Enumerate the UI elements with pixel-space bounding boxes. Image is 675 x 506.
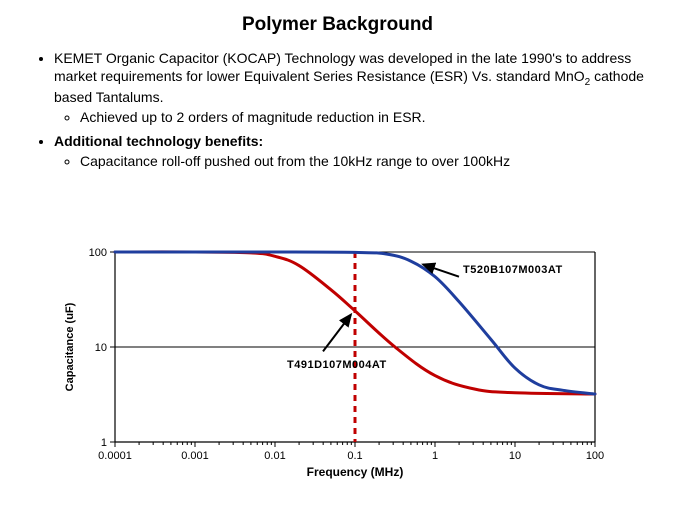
capacitance-chart: 0.0001 0.001 0.01 0.1 1 10 100 1 10 100 T491D107M0…	[55, 242, 615, 492]
bullet-1-text: KEMET Organic Capacitor (KOCAP) Technolo…	[54, 50, 631, 84]
bullet-2-text: Additional technology benefits:	[54, 133, 263, 149]
bullet-1a: Achieved up to 2 orders of magnitude red…	[80, 109, 645, 127]
svg-text:0.1: 0.1	[347, 450, 362, 462]
svg-text:0.01: 0.01	[264, 450, 285, 462]
bullet-2-sublist: Capacitance roll-off pushed out from the…	[58, 153, 645, 171]
slide: Polymer Background KEMET Organic Capacit…	[0, 0, 675, 506]
svg-text:T520B107M003AT: T520B107M003AT	[463, 264, 563, 276]
svg-text:1: 1	[432, 450, 438, 462]
svg-text:Capacitance (uF): Capacitance (uF)	[64, 302, 76, 391]
svg-text:100: 100	[586, 450, 604, 462]
svg-text:10: 10	[95, 342, 107, 354]
bullet-list: KEMET Organic Capacitor (KOCAP) Technolo…	[36, 50, 645, 171]
svg-text:T491D107M004AT: T491D107M004AT	[287, 359, 387, 371]
chart-svg: 0.0001 0.001 0.01 0.1 1 10 100 1 10 100 T491D107M0…	[55, 242, 615, 492]
svg-text:0.001: 0.001	[181, 450, 209, 462]
bullet-1-sublist: Achieved up to 2 orders of magnitude red…	[58, 109, 645, 127]
svg-text:Frequency (MHz): Frequency (MHz)	[307, 465, 404, 479]
page-title: Polymer Background	[30, 14, 645, 36]
svg-text:100: 100	[89, 247, 107, 259]
bullet-1: KEMET Organic Capacitor (KOCAP) Technolo…	[54, 50, 645, 127]
bullet-2a: Capacitance roll-off pushed out from the…	[80, 153, 645, 171]
bullet-2: Additional technology benefits: Capacita…	[54, 133, 645, 171]
svg-text:0.0001: 0.0001	[98, 450, 132, 462]
svg-text:1: 1	[101, 437, 107, 449]
svg-text:10: 10	[509, 450, 521, 462]
